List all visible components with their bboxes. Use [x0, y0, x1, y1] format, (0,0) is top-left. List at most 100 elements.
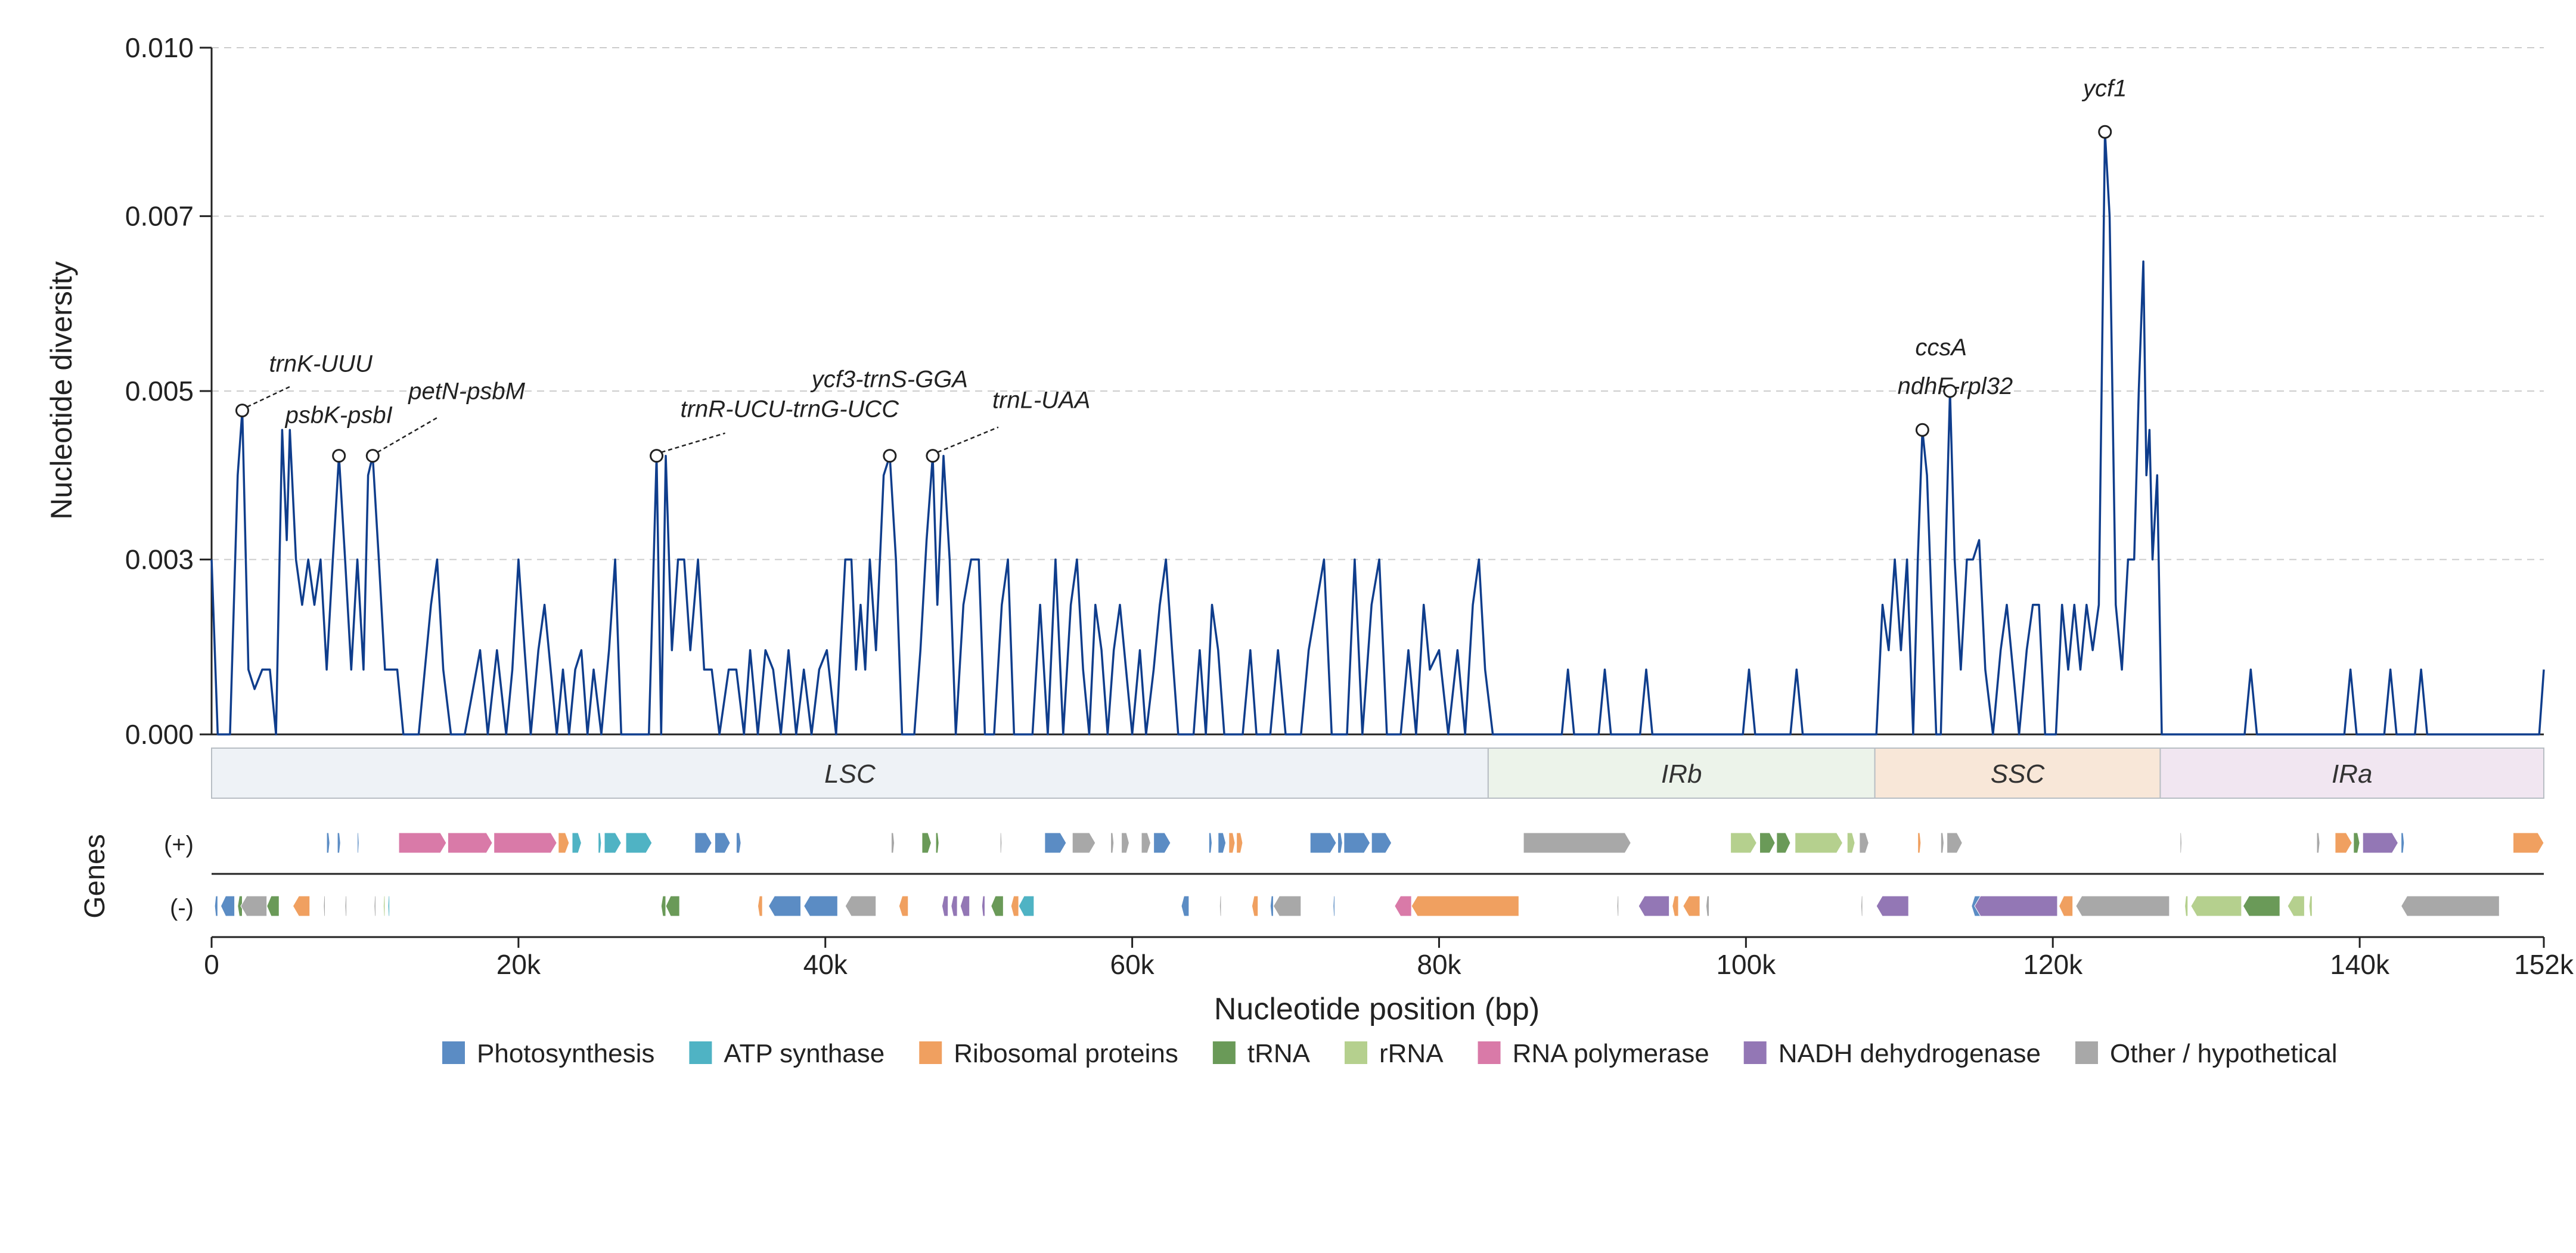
gene-block	[735, 832, 741, 854]
gene-block	[326, 832, 330, 854]
gene-block	[2353, 832, 2360, 854]
gene-block	[1018, 895, 1035, 917]
legend-swatch	[1212, 1041, 1236, 1064]
genes-track-label: Genes	[79, 834, 111, 918]
x-axis-label: Nucleotide position (bp)	[1214, 992, 1540, 1026]
peak-annotation-label: ycf1	[2081, 75, 2127, 101]
peak-marker	[1915, 423, 1929, 437]
y-tick-label: 0.003	[125, 544, 194, 575]
peak-marker	[235, 404, 249, 418]
gene-block	[1000, 832, 1003, 854]
peak-annotations: trnK-UUU psbK-psbI petN-psbM trnR-UCU-trnG-…	[235, 75, 2127, 463]
gene-block	[768, 895, 802, 917]
peak-annotation-label: petN-psbM	[408, 379, 525, 405]
region-block	[211, 748, 1489, 799]
region-label: LSC	[824, 759, 876, 789]
legend-label: tRNA	[1247, 1039, 1311, 1068]
gene-block	[1876, 895, 1909, 917]
x-tick-label: 20k	[496, 949, 541, 980]
y-tick-label: 0.007	[125, 201, 194, 232]
gene-block	[981, 895, 985, 917]
gene-block	[383, 895, 386, 917]
peak-annotation-label: trnL-UAA	[992, 387, 1091, 414]
gene-block	[1110, 832, 1115, 854]
annotation-leader	[661, 432, 725, 453]
gene-block	[2287, 895, 2305, 917]
gene-block	[1219, 895, 1222, 917]
annotation-leader	[246, 386, 291, 408]
gene-block	[1270, 895, 1274, 917]
gene-block	[344, 895, 347, 917]
gene-block	[237, 895, 243, 917]
gene-block	[1523, 832, 1631, 854]
legend-label: rRNA	[1379, 1039, 1444, 1068]
gene-block	[2401, 832, 2405, 854]
gene-block	[1121, 832, 1129, 854]
y-axis-label: Nucleotide diversity	[45, 261, 78, 520]
legend-swatch	[1743, 1041, 1767, 1064]
gene-block	[1153, 832, 1171, 854]
peak-marker	[2098, 125, 2112, 139]
region-block	[2159, 748, 2545, 799]
gene-block	[1337, 832, 1343, 854]
x-tick-label: 40k	[803, 949, 848, 980]
gene-block	[1917, 832, 1922, 854]
gene-block	[1940, 832, 1944, 854]
gene-block	[2242, 895, 2280, 917]
legend: Photosynthesis ATP synthase Ribosomal prot…	[442, 1039, 2338, 1068]
gene-block	[447, 832, 493, 854]
legend-swatch	[919, 1041, 942, 1064]
gene-block	[2058, 895, 2074, 917]
legend-label: ATP synthase	[724, 1039, 884, 1068]
gene-block	[890, 832, 895, 854]
legend-label: Photosynthesis	[477, 1039, 654, 1068]
peak-annotation-label: trnK-UUU	[269, 351, 373, 377]
legend-label: Ribosomal proteins	[954, 1039, 1178, 1068]
gene-block	[665, 895, 680, 917]
gene-block	[845, 895, 877, 917]
gene-block	[1730, 832, 1757, 854]
region-label: SSC	[1991, 759, 2046, 789]
gene-block	[951, 895, 958, 917]
gene-block	[1411, 895, 1519, 917]
x-tick-label: 60k	[1110, 949, 1155, 980]
peak-marker	[650, 449, 664, 463]
gene-block	[558, 832, 570, 854]
gene-block	[2401, 895, 2500, 917]
gene-block	[2316, 832, 2320, 854]
gene-block	[1795, 832, 1843, 854]
gene-block	[1072, 832, 1096, 854]
gene-block	[357, 832, 359, 854]
legend-label: RNA polymerase	[1513, 1039, 1709, 1068]
plot-grid	[212, 47, 2544, 560]
gene-block	[240, 895, 268, 917]
x-tick-label: 0	[204, 949, 219, 980]
gene-block	[1273, 895, 1302, 917]
gene-block	[1394, 895, 1412, 917]
gene-block	[935, 832, 939, 854]
gene-block	[1141, 832, 1152, 854]
gene-block	[1616, 895, 1619, 917]
gene-block	[214, 895, 218, 917]
diversity-line-layer	[210, 131, 2545, 736]
gene-block	[1846, 832, 1855, 854]
gene-block	[598, 832, 602, 854]
gene-block	[337, 832, 341, 854]
gene-block	[2513, 832, 2544, 854]
gene-block	[266, 895, 280, 917]
x-tick-label: 80k	[1417, 949, 1461, 980]
legend-label: NADH dehydrogenase	[1779, 1039, 2041, 1068]
gene-block	[1228, 832, 1236, 854]
gene-block	[2362, 832, 2399, 854]
peak-annotation-label: trnR-UCU-trnG-UCC	[681, 396, 900, 423]
gene-block	[1044, 832, 1067, 854]
region-label: IRb	[1661, 759, 1702, 789]
gene-block	[2335, 832, 2352, 854]
gene-track	[212, 832, 2544, 917]
x-tick-label: 100k	[1716, 949, 1776, 980]
gene-block	[1859, 832, 1869, 854]
gene-block	[1947, 832, 1963, 854]
x-tick-label: 140k	[2330, 949, 2390, 980]
region-label: IRa	[2332, 759, 2372, 789]
gene-block	[2308, 895, 2313, 917]
